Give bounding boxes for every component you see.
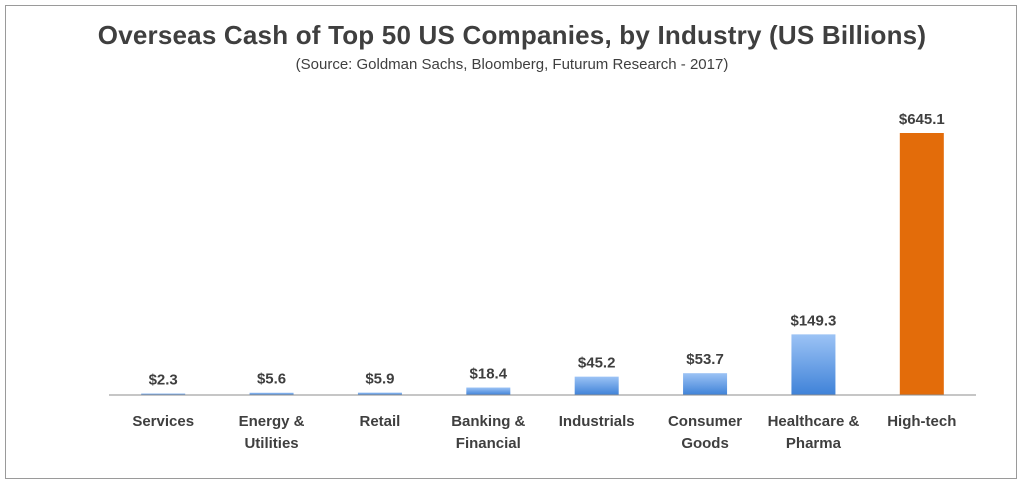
category-label-line: Goods <box>681 435 729 452</box>
data-label-7: $645.1 <box>899 111 945 128</box>
data-label-1: $5.6 <box>257 371 286 388</box>
chart-frame <box>5 5 1017 479</box>
data-label-2: $5.9 <box>365 371 394 388</box>
data-label-5: $53.7 <box>686 351 724 368</box>
category-label-3: Banking & Financial <box>451 413 525 452</box>
bar-5 <box>683 373 728 395</box>
category-label-line: Pharma <box>786 435 842 452</box>
category-label-line: Consumer <box>668 413 742 430</box>
category-label-7: High-tech <box>887 413 956 430</box>
category-label-5: Consumer Goods <box>668 413 742 452</box>
category-label-6: Healthcare & Pharma <box>768 413 860 452</box>
category-label-line: Utilities <box>244 435 298 452</box>
category-label-line: Banking & <box>451 413 525 430</box>
data-label-6: $149.3 <box>790 312 836 329</box>
category-label-4: Industrials <box>559 413 635 430</box>
category-label-2: Retail <box>360 413 401 430</box>
bar-0 <box>141 393 186 395</box>
bar-7 <box>899 133 944 395</box>
category-label-line: Energy & <box>239 413 305 430</box>
bar-3 <box>466 387 511 395</box>
category-label-line: Services <box>132 413 194 430</box>
labels-group: $2.3 Services $5.6 Energy & Utilities $5.9 Ret… <box>132 111 956 452</box>
chart-subtitle: (Source: Goldman Sachs, Bloomberg, Futur… <box>295 56 729 73</box>
chart-title: Overseas Cash of Top 50 US Companies, by… <box>97 20 927 50</box>
category-label-0: Services <box>132 413 194 430</box>
bar-6 <box>791 334 836 395</box>
bars-group <box>141 133 944 395</box>
data-label-0: $2.3 <box>149 372 178 389</box>
category-label-line: Retail <box>360 413 401 430</box>
category-label-line: Industrials <box>559 413 635 430</box>
bar-1 <box>249 392 294 395</box>
category-label-line: Financial <box>456 435 521 452</box>
category-label-line: High-tech <box>887 413 956 430</box>
data-label-3: $18.4 <box>470 366 508 383</box>
category-label-line: Healthcare & <box>768 413 860 430</box>
data-label-4: $45.2 <box>578 355 616 372</box>
bar-2 <box>357 392 402 395</box>
bar-4 <box>574 376 619 395</box>
category-label-1: Energy & Utilities <box>239 413 305 452</box>
